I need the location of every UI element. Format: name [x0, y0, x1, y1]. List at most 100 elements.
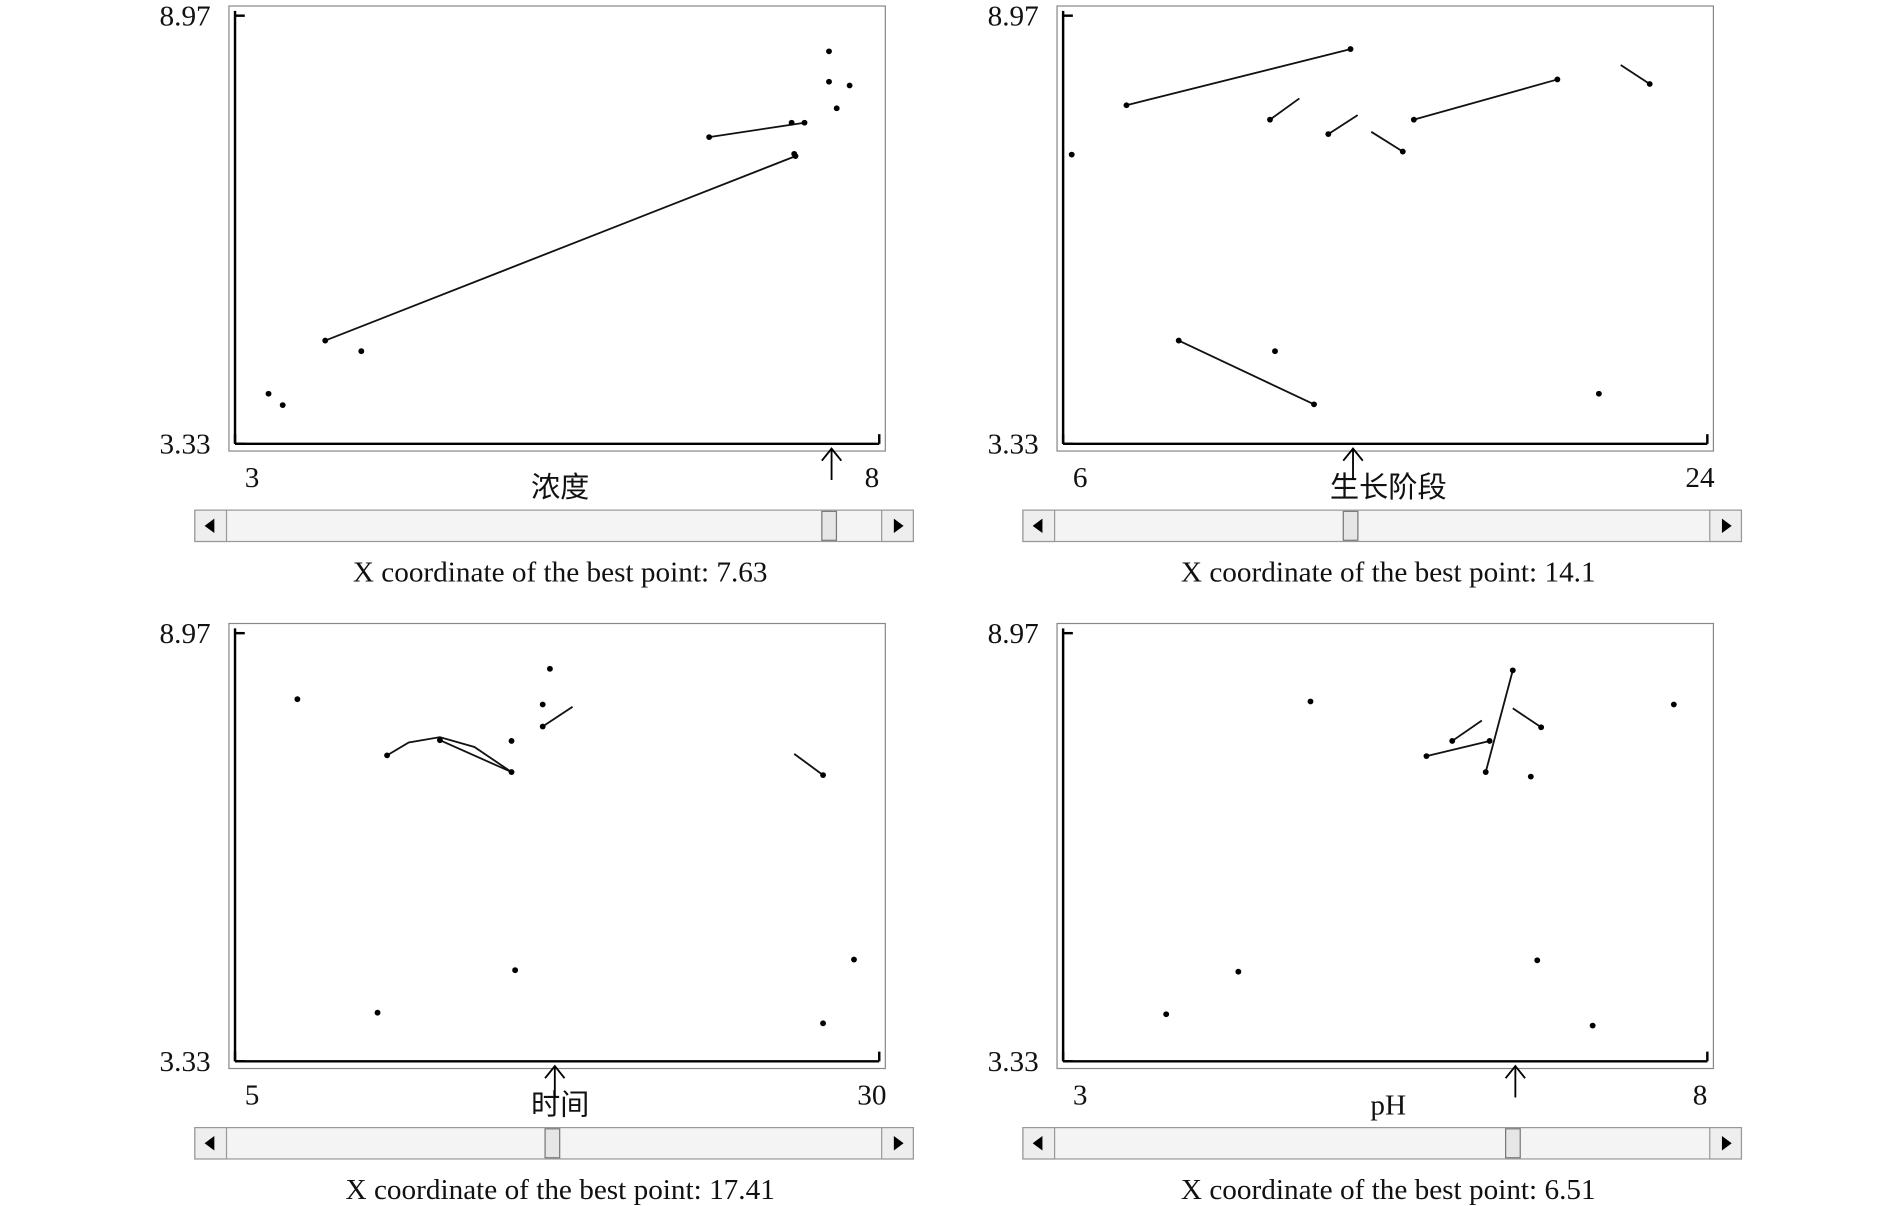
y-tick-label: 3.33: [160, 429, 211, 461]
caption: X coordinate of the best point: 17.41: [346, 1174, 775, 1206]
segment: [1413, 78, 1558, 121]
x-tick-label: 3: [1073, 1080, 1088, 1112]
point: [1235, 968, 1242, 975]
scrollbar-track[interactable]: [1022, 509, 1743, 543]
point: [539, 723, 546, 730]
point: [846, 82, 853, 89]
x-axis-label: 浓度: [531, 471, 589, 504]
segment: [793, 753, 824, 776]
scroll-left-arrow: [1032, 518, 1043, 534]
point: [1595, 390, 1602, 397]
best-arrow-head: [544, 1064, 566, 1079]
point: [1410, 116, 1417, 123]
scroll-right-button[interactable]: [881, 509, 914, 543]
point: [1482, 769, 1489, 775]
point: [1311, 401, 1317, 408]
segment: [1451, 719, 1483, 742]
point: [788, 119, 795, 126]
segment: [1327, 114, 1359, 135]
panel: 3.33 8.97 3 8 浓度 X coordinate of the best poi…: [160, 0, 914, 588]
segment: [1484, 670, 1514, 773]
segment: [1269, 97, 1300, 121]
x-tick-label: 8: [1693, 1080, 1708, 1112]
point: [706, 134, 713, 141]
best-arrow-head: [821, 447, 843, 462]
segment: [1426, 740, 1490, 758]
x-axis-label: 时间: [531, 1088, 589, 1121]
segment: [709, 121, 805, 139]
scroll-thumb[interactable]: [1342, 510, 1359, 541]
segment: [1126, 48, 1351, 107]
point: [1068, 151, 1075, 158]
point: [851, 956, 857, 963]
scroll-left-button[interactable]: [194, 1127, 228, 1160]
scroll-right-button[interactable]: [1709, 1127, 1743, 1160]
scroll-thumb[interactable]: [821, 510, 838, 541]
y-tick-label: 3.33: [988, 1046, 1039, 1078]
panel: 3.33 8.97 5 30 时间 X coordinate of the best po…: [160, 618, 914, 1206]
x-tick-label: 8: [865, 462, 880, 494]
scroll-right-arrow: [1721, 518, 1732, 534]
point: [294, 696, 301, 703]
point: [1325, 131, 1332, 137]
plot-frame: [1056, 622, 1715, 1070]
point: [1347, 46, 1354, 52]
point: [512, 967, 519, 974]
point: [1554, 76, 1561, 83]
point: [1509, 667, 1516, 674]
panel: 3.33 8.97 6 24 生长阶段 X coordinate of the best …: [988, 0, 1743, 588]
scroll-thumb[interactable]: [1505, 1128, 1521, 1159]
segment: [439, 739, 512, 773]
point: [1123, 102, 1130, 109]
point: [1267, 116, 1273, 123]
scroll-thumb[interactable]: [544, 1128, 561, 1159]
panel: 3.33 8.97 3 8 pH X coordinate of the best poi…: [988, 618, 1743, 1206]
point: [539, 701, 546, 708]
best-arrow-head: [1504, 1064, 1526, 1079]
y-tick-label: 3.33: [160, 1046, 211, 1078]
point: [436, 737, 443, 744]
scrollbar-track[interactable]: [1022, 1127, 1743, 1160]
x-tick-label: 3: [245, 462, 260, 494]
point: [1399, 148, 1406, 155]
point: [820, 772, 826, 778]
scroll-right-arrow: [1721, 1136, 1732, 1151]
point: [546, 665, 553, 672]
point: [826, 48, 832, 55]
y-tick-label: 3.33: [988, 429, 1039, 461]
point: [1589, 1022, 1596, 1029]
point: [358, 348, 365, 355]
point: [1307, 698, 1314, 705]
segment: [542, 706, 574, 728]
x-tick-label: 5: [245, 1080, 260, 1112]
scroll-left-button[interactable]: [1022, 1127, 1056, 1160]
caption: X coordinate of the best point: 6.51: [1181, 1174, 1596, 1206]
segment: [386, 736, 513, 773]
scroll-right-arrow: [893, 1136, 904, 1151]
scroll-right-button[interactable]: [1709, 509, 1743, 543]
segment: [1620, 64, 1651, 85]
plot-frame: [228, 5, 886, 452]
y-tick-label: 8.97: [988, 618, 1039, 650]
point: [801, 119, 808, 126]
point: [826, 78, 832, 85]
point: [792, 153, 799, 160]
point: [374, 1009, 381, 1016]
y-tick-label: 8.97: [988, 0, 1039, 32]
point: [833, 105, 840, 112]
scroll-left-arrow: [1032, 1136, 1043, 1151]
x-tick-label: 6: [1073, 462, 1088, 494]
segment: [324, 155, 796, 342]
caption: X coordinate of the best point: 7.63: [353, 556, 768, 588]
point: [1449, 738, 1456, 744]
scrollbar-track[interactable]: [194, 509, 914, 543]
segment: [1178, 339, 1315, 406]
point: [1175, 337, 1182, 344]
point: [508, 738, 515, 744]
segment: [1512, 707, 1542, 729]
x-tick-label: 24: [1685, 462, 1715, 494]
scroll-left-arrow: [204, 518, 215, 534]
point: [820, 1020, 826, 1027]
plot-frame: [228, 622, 886, 1070]
